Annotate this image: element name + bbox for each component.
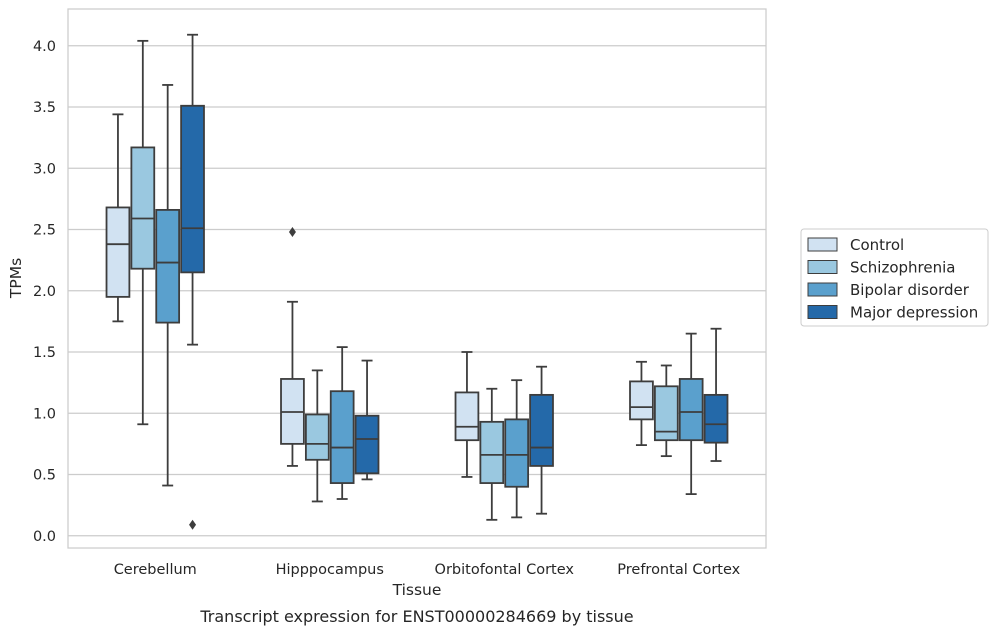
- iqr-box: [180, 104, 205, 274]
- legend-label: Major depression: [850, 304, 978, 322]
- y-tick-label: 3.0: [33, 161, 56, 177]
- x-tick-label: Hipppocampus: [276, 562, 384, 578]
- legend-swatch: [807, 282, 838, 297]
- box-bipolar-disorder: [678, 332, 704, 496]
- box-schizophrenia: [304, 369, 330, 503]
- box-groups: [105, 33, 729, 530]
- box-control: [629, 360, 654, 447]
- box-schizophrenia: [653, 364, 679, 458]
- chart-caption: Transcript expression for ENST0000028466…: [199, 607, 633, 626]
- iqr-box: [678, 378, 704, 442]
- iqr-box: [155, 208, 181, 324]
- box-schizophrenia: [130, 39, 156, 426]
- box-control: [105, 113, 131, 323]
- legend: Control Schizophrenia Bipolar disorder Majo…: [800, 228, 989, 327]
- legend-label: Control: [850, 236, 904, 254]
- legend-swatch: [807, 305, 838, 319]
- iqr-box: [354, 414, 380, 475]
- y-tick-label: 2.5: [33, 223, 56, 239]
- x-axis-label: Tissue: [392, 581, 442, 599]
- iqr-box: [653, 385, 679, 442]
- iqr-box: [105, 206, 131, 298]
- y-tick-label: 3.5: [33, 100, 56, 116]
- legend-swatch: [807, 237, 838, 252]
- box-control: [454, 351, 480, 478]
- legend-frame: [800, 228, 989, 327]
- y-tick-label: 0.0: [33, 529, 56, 545]
- box-major-depression: [354, 359, 380, 481]
- y-tick-label: 1.5: [33, 345, 56, 361]
- box-bipolar-disorder: [329, 346, 355, 500]
- legend-label: Bipolar disorder: [850, 281, 970, 299]
- iqr-box: [130, 146, 156, 270]
- y-tick-labels: 0.0 0.5 1.0 1.5 2.0 2.5 3.0 3.5 4.0: [33, 39, 56, 545]
- y-tick-label: 4.0: [33, 39, 56, 55]
- box-schizophrenia: [479, 387, 505, 521]
- box-bipolar-disorder: [155, 84, 181, 487]
- iqr-box: [304, 413, 330, 461]
- y-axis-label: TPMs: [7, 258, 25, 299]
- iqr-box: [504, 418, 530, 488]
- y-tick-label: 0.5: [33, 468, 56, 484]
- box-major-depression: [703, 327, 729, 462]
- x-tick-label: Orbitofontal Cortex: [435, 562, 575, 578]
- legend-label: Schizophrenia: [850, 259, 955, 277]
- iqr-box: [454, 391, 480, 442]
- legend-swatch: [807, 260, 838, 274]
- x-tick-label: Cerebellum: [114, 562, 197, 578]
- x-tick-label: Prefrontal Cortex: [617, 562, 740, 578]
- y-tick-label: 1.0: [33, 406, 56, 422]
- iqr-box: [329, 390, 355, 484]
- x-tick-labels: Cerebellum Hipppocampus Orbitofontal Corte…: [114, 562, 741, 578]
- iqr-box: [529, 393, 554, 467]
- plot-area-frame: [67, 8, 767, 549]
- outlier-marker: [189, 519, 197, 530]
- iqr-box: [703, 393, 729, 444]
- box-bipolar-disorder: [504, 379, 530, 519]
- outlier-marker: [288, 226, 296, 237]
- box-control: [280, 226, 305, 467]
- iqr-box: [479, 420, 505, 484]
- box-major-depression: [180, 33, 205, 530]
- y-tick-label: 2.0: [33, 284, 56, 300]
- iqr-box: [629, 380, 654, 421]
- box-major-depression: [529, 365, 554, 515]
